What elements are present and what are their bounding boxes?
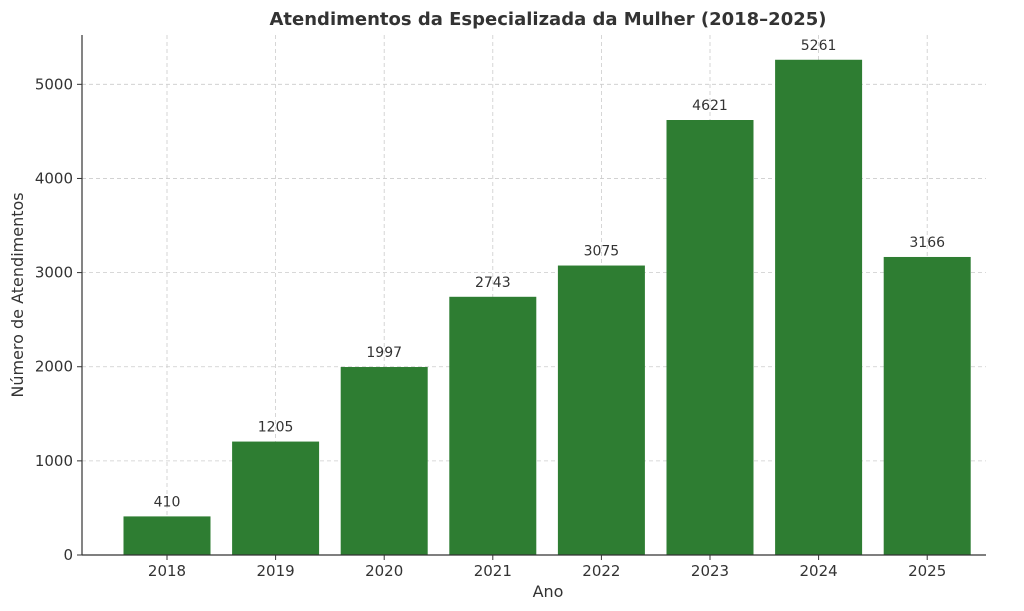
chart-title: Atendimentos da Especializada da Mulher …	[270, 9, 827, 30]
y-tick-label: 3000	[35, 264, 73, 282]
y-tick-label: 2000	[35, 358, 73, 376]
x-axis-label: Ano	[533, 582, 564, 601]
bar-2025	[883, 256, 971, 555]
data-label: 4621	[692, 98, 728, 114]
x-tick-label: 2020	[365, 562, 403, 580]
bar-2022	[557, 265, 645, 555]
bar-2020	[340, 367, 428, 555]
y-tick-label: 0	[63, 546, 73, 564]
x-tick-label: 2018	[148, 562, 186, 580]
bar-2019	[232, 441, 320, 555]
bar-2018	[123, 516, 211, 555]
data-label: 1205	[258, 420, 294, 436]
bar-2023	[666, 120, 754, 555]
x-tick-label: 2024	[800, 562, 838, 580]
bar-2024	[775, 59, 863, 556]
x-tick-label: 2021	[474, 562, 512, 580]
y-axis-label: Número de Atendimentos	[8, 192, 27, 397]
x-tick-label: 2019	[257, 562, 295, 580]
x-tick-label: 2025	[908, 562, 946, 580]
x-tick-label: 2023	[691, 562, 729, 580]
bar-2021	[449, 296, 537, 555]
data-label: 5261	[801, 38, 837, 54]
data-label: 2743	[475, 275, 511, 291]
data-label: 410	[154, 494, 181, 510]
y-tick-label: 4000	[35, 169, 73, 187]
data-label: 3075	[584, 244, 620, 260]
data-label: 1997	[366, 345, 402, 361]
y-tick-label: 1000	[35, 452, 73, 470]
x-tick-label: 2022	[582, 562, 620, 580]
data-label: 3166	[909, 235, 945, 251]
y-tick-label: 5000	[35, 75, 73, 93]
